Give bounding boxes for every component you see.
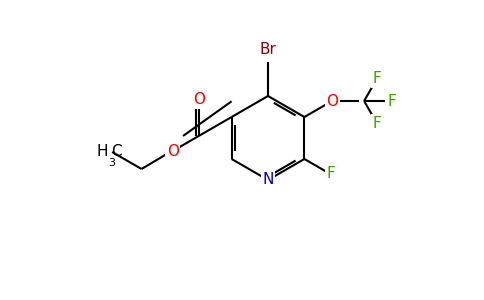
- Text: F: F: [373, 116, 381, 131]
- Text: N: N: [262, 172, 273, 188]
- Text: 3: 3: [108, 158, 115, 168]
- Text: O: O: [166, 143, 179, 158]
- Text: F: F: [388, 94, 396, 109]
- Text: F: F: [373, 71, 381, 86]
- Text: O: O: [193, 92, 205, 107]
- Text: Br: Br: [259, 43, 276, 58]
- Text: H: H: [97, 145, 108, 160]
- Text: C: C: [111, 145, 122, 160]
- Text: O: O: [326, 94, 338, 109]
- Text: F: F: [326, 166, 335, 181]
